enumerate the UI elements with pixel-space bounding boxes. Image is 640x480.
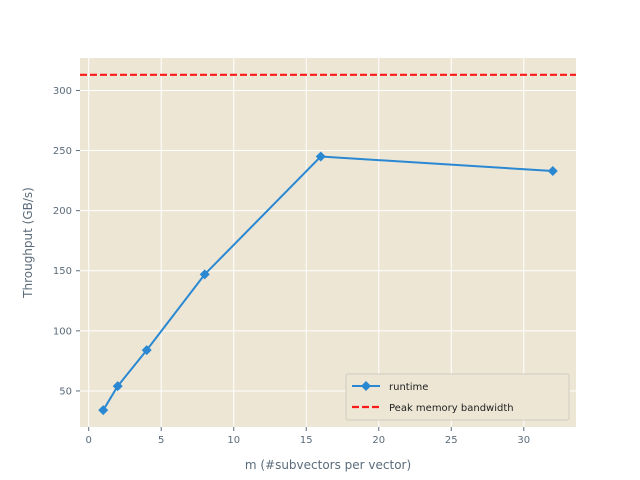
x-tick-label: 20: [372, 435, 385, 446]
runtime-data-point: [141, 345, 152, 356]
x-tick-label: 30: [517, 435, 530, 446]
x-tick-label: 10: [227, 435, 240, 446]
x-axis-ticks: 0 5 10 15 20 25 30: [86, 427, 530, 446]
legend: runtime Peak memory bandwidth: [345, 373, 570, 421]
y-tick-label: 250: [53, 146, 72, 157]
runtime-data-point: [315, 151, 326, 162]
y-axis-label: Throughput (GB/s): [21, 187, 35, 299]
runtime-data-point: [199, 269, 210, 280]
y-axis-ticks: 50 100 150 200 250 300: [53, 86, 80, 397]
runtime-series-line: [102, 155, 553, 411]
legend-runtime-marker: [361, 381, 371, 391]
legend-box: [345, 373, 570, 421]
y-tick-label: 50: [59, 386, 72, 397]
grid: [80, 58, 576, 427]
y-tick-label: 200: [53, 206, 72, 217]
x-tick-label: 25: [445, 435, 458, 446]
x-tick-label: 15: [300, 435, 313, 446]
legend-runtime-label: runtime: [389, 382, 428, 393]
legend-peak-label: Peak memory bandwidth: [389, 403, 514, 414]
series-layer: [98, 151, 558, 416]
y-tick-label: 150: [53, 266, 72, 277]
runtime-data-point: [547, 165, 558, 176]
plot-background: [80, 58, 576, 427]
y-tick-label: 100: [53, 326, 72, 337]
x-tick-label: 5: [158, 435, 164, 446]
x-axis-label: m (#subvectors per vector): [245, 458, 411, 472]
runtime-data-point: [112, 381, 123, 392]
y-tick-label: 300: [53, 86, 72, 97]
runtime-data-point: [98, 405, 109, 416]
x-tick-label: 0: [86, 435, 92, 446]
